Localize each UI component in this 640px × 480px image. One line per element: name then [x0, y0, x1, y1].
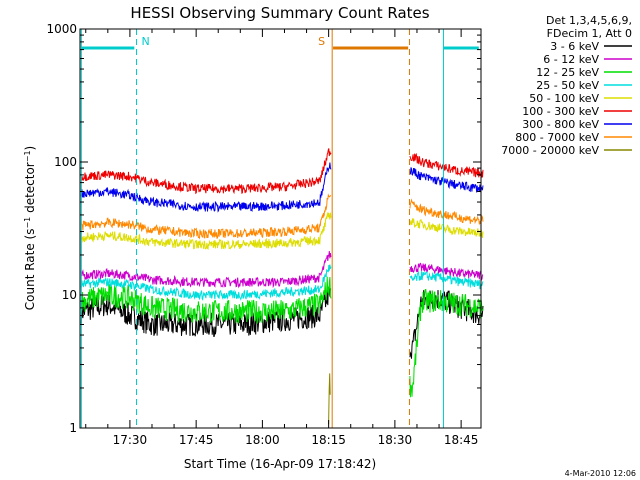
y-axis-label: Count Rate (s−1 detector−1): [23, 146, 38, 310]
legend-header-1: FDecim 1, Att 0: [547, 27, 632, 40]
legend-entry-7: 800 - 7000 keV: [515, 131, 599, 144]
legend-header-0: Det 1,3,4,5,6,9,: [546, 14, 632, 27]
legend-entry-5: 100 - 300 keV: [522, 105, 599, 118]
footer-date: 4-Mar-2010 12:06: [565, 469, 636, 478]
x-tick-label-0: 17:30: [113, 433, 148, 447]
legend: Det 1,3,4,5,6,9,FDecim 1, Att 03 - 6 keV…: [501, 14, 632, 157]
saa-label: S: [318, 35, 325, 48]
x-tick-label-1: 17:45: [179, 433, 214, 447]
legend-entry-1: 6 - 12 keV: [543, 53, 599, 66]
series-line-7: [80, 193, 484, 240]
series-line-6: [80, 162, 484, 213]
legend-entry-3: 25 - 50 keV: [536, 79, 599, 92]
series-line-5: [80, 148, 484, 195]
series-line-2: [80, 276, 484, 398]
legend-entry-0: 3 - 6 keV: [550, 40, 599, 53]
y-tick-label-3: 1000: [46, 22, 77, 36]
x-tick-label-4: 18:30: [378, 433, 413, 447]
series-line-8: [328, 373, 331, 425]
y-tick-label-1: 10: [62, 288, 77, 302]
plot-frame: [79, 28, 482, 429]
axes-layer: 17:30 17:45 18:00 18:15 18:30 18:45 1 10 100 1000: [46, 22, 481, 447]
legend-entry-4: 50 - 100 keV: [529, 92, 599, 105]
chart-title: HESSI Observing Summary Count Rates: [130, 4, 429, 22]
night-label: N: [142, 35, 150, 48]
legend-entry-6: 300 - 800 keV: [522, 118, 599, 131]
legend-entry-8: 7000 - 20000 keV: [501, 144, 599, 157]
series-line-4: [81, 211, 484, 251]
x-tick-label-2: 18:00: [245, 433, 280, 447]
y-tick-label-0: 1: [69, 421, 77, 435]
y-tick-label-2: 100: [54, 155, 77, 169]
x-axis-label: Start Time (16-Apr-09 17:18:42): [184, 457, 376, 471]
series-layer: [80, 148, 484, 425]
legend-entry-2: 12 - 25 keV: [536, 66, 599, 79]
x-tick-label-5: 18:45: [444, 433, 479, 447]
x-tick-label-3: 18:15: [311, 433, 346, 447]
series-line-3: [80, 264, 484, 301]
series-line-1: [80, 250, 484, 289]
